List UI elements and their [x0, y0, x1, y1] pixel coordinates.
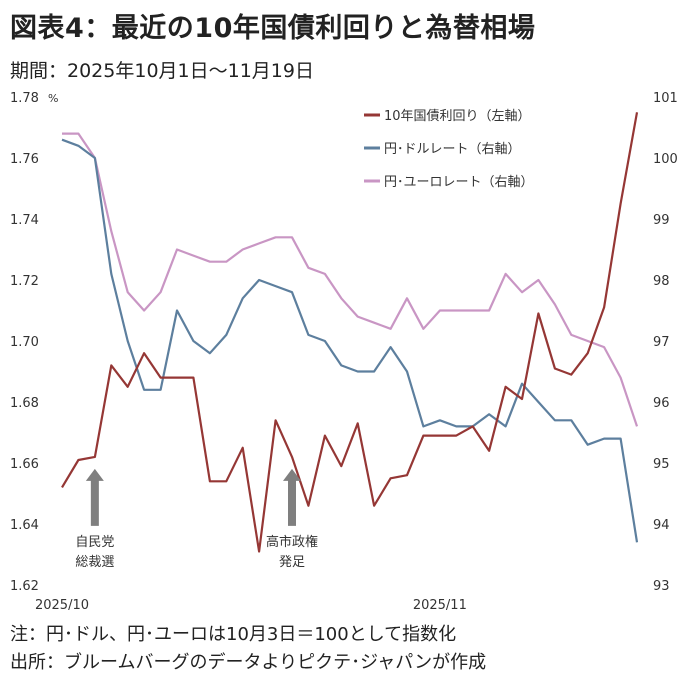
legend-label: 円･ユーロレート（右軸）	[384, 175, 534, 190]
right-axis-tick-label: 100	[653, 152, 678, 167]
right-axis-tick-label: 94	[653, 518, 670, 533]
left-axis-tick-label: 1.66	[10, 457, 39, 472]
left-axis-tick-label: 1.68	[10, 396, 39, 411]
right-axis-tick-label: 95	[653, 457, 670, 472]
left-axis-tick-label: 1.64	[10, 518, 39, 533]
chart-source: 出所：ブルームバーグのデータよりピクテ･ジャパンが作成	[10, 652, 487, 673]
series-line-eurjpy	[62, 132, 639, 427]
chart-title: 図表4：最近の10年国債利回りと為替相場	[10, 13, 536, 44]
x-axis-tick-label: 2025/10	[35, 598, 89, 613]
left-axis-tick-label: 1.78	[10, 91, 39, 106]
right-axis-tick-label: 101	[653, 91, 678, 106]
left-axis-tick-label: 1.74	[10, 213, 39, 228]
annotation-label: 自民党	[75, 535, 114, 550]
chart-period: 期間：2025年10月1日～11月19日	[10, 60, 314, 82]
right-axis-tick-label: 98	[653, 274, 670, 289]
annotation-label: 高市政権	[266, 534, 318, 550]
series-line-jgb10y	[61, 112, 639, 553]
left-axis-tick-label: 1.72	[10, 274, 39, 289]
annotation-label: 総裁選	[75, 554, 114, 570]
legend-label: 円･ドルレート（右軸）	[384, 142, 521, 157]
left-axis-tick-label: 1.70	[10, 335, 39, 350]
chart-note: 注：円･ドル、円･ユーロは10月3日＝100として指数化	[10, 624, 457, 645]
right-axis-tick-label: 96	[653, 396, 670, 411]
annotation-arrow	[85, 468, 104, 526]
left-axis-tick-label: 1.76	[10, 152, 39, 167]
x-axis-tick-label: 2025/11	[413, 598, 467, 613]
right-axis-tick-label: 99	[653, 213, 670, 228]
right-axis-tick-label: 97	[653, 335, 670, 350]
annotation-arrow	[283, 468, 301, 526]
legend-label: 10年国債利回り（左軸）	[384, 109, 531, 124]
series-line-usdjpy	[61, 138, 639, 543]
right-axis-tick-label: 93	[653, 579, 670, 594]
left-axis-tick-label: 1.62	[10, 579, 39, 594]
left-axis-unit: %	[48, 92, 58, 105]
annotation-label: 発足	[279, 555, 305, 570]
